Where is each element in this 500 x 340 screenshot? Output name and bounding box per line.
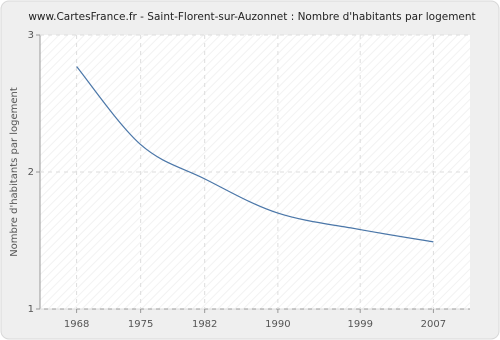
- x-tick-label: 2007: [421, 319, 446, 330]
- x-tick-label: 1968: [64, 319, 89, 330]
- y-tick-label: 1: [28, 304, 34, 315]
- y-tick-label: 2: [28, 167, 34, 178]
- x-tick-label: 1975: [128, 319, 153, 330]
- x-tick-label: 1990: [265, 319, 290, 330]
- line-series: [76, 66, 434, 243]
- x-tick-label: 1999: [347, 319, 372, 330]
- y-axis-label: Nombre d'habitants par logement: [9, 87, 20, 257]
- x-tick-label: 1982: [192, 319, 217, 330]
- chart-title: www.CartesFrance.fr - Saint-Florent-sur-…: [28, 11, 475, 23]
- y-tick-label: 3: [28, 30, 34, 41]
- plot-area: [40, 35, 470, 309]
